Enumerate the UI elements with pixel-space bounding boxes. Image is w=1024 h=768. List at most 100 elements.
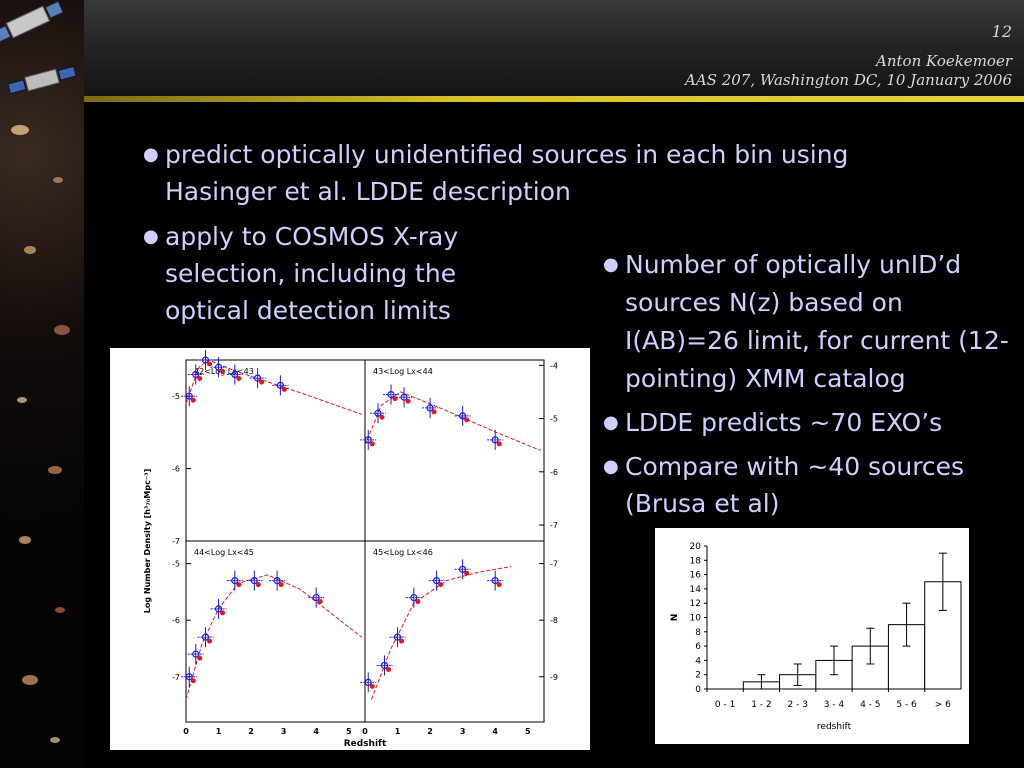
lf-x-tick-label: 5 — [346, 727, 352, 736]
lf-x-axis-label: Redshift — [344, 739, 387, 749]
lf-model-point — [405, 398, 411, 404]
lf-model-point — [438, 582, 444, 588]
lf-model-point — [255, 582, 261, 588]
lf-data-point — [400, 393, 408, 401]
lf-y-tick-label: -8 — [550, 616, 558, 625]
lf-model-point — [415, 599, 421, 605]
lf-data-point — [214, 363, 223, 371]
hist-x-tick-label: > 6 — [935, 700, 951, 710]
lf-y-tick-label: -6 — [550, 468, 558, 477]
hist-x-tick-label: 2 - 3 — [788, 700, 808, 710]
lf-x-tick-label: 4 — [492, 727, 498, 736]
lf-y-tick-label: -5 — [550, 415, 558, 424]
lf-model-point — [220, 610, 226, 616]
lf-panel-frame — [364, 540, 545, 723]
lf-model-point — [386, 666, 392, 672]
lf-data-point — [410, 593, 418, 602]
lf-y-tick-label: -7 — [172, 537, 180, 546]
lf-data-point — [491, 576, 499, 585]
lf-data-point — [192, 650, 200, 658]
lf-model-point — [317, 599, 323, 605]
lf-model-point — [369, 441, 375, 447]
bullet-text: LDDE predicts ~70 EXO’s — [625, 408, 943, 437]
hist-x-axis-label: redshift — [817, 722, 852, 732]
hist-y-tick-label: 16 — [690, 571, 702, 581]
hist-y-tick-label: 12 — [690, 599, 701, 609]
lf-model-curve — [364, 391, 541, 451]
lf-model-point — [190, 397, 196, 403]
bullet-text: predict optically unidentified sources i… — [165, 140, 849, 206]
lf-panel-frame — [185, 359, 366, 542]
lf-panel-label: 45<Log Lx<46 — [373, 548, 433, 557]
lf-y-tick-label: -7 — [550, 560, 558, 569]
bullet-predict: ● predict optically unidentified sources… — [143, 136, 945, 210]
redshift-histogram: 0 2 4 6 8 10 12 14 16 18 20 0 - 1 1 - 2 2 - 3 3 - 4 4 -… — [655, 528, 969, 744]
hist-y-tick-label: 10 — [690, 614, 702, 624]
lf-data-point — [185, 673, 193, 681]
lf-model-point — [399, 638, 405, 644]
histogram-chart: 0 2 4 6 8 10 12 14 16 18 20 0 - 1 1 - 2 2 - 3 3 - 4 4 -… — [670, 542, 962, 732]
lf-y-tick-label: -7 — [550, 521, 558, 530]
lf-x-tick-label: 2 — [427, 727, 433, 736]
lf-y-tick-label: -5 — [172, 560, 180, 569]
lf-y-tick-label: -4 — [550, 361, 558, 370]
lf-chart: 42<Log Lx<43-5-6-743<Log Lx<44-4-5-6-744… — [143, 350, 558, 749]
slide-number: 12 — [991, 22, 1012, 41]
lf-data-point — [185, 392, 193, 400]
hist-x-tick-label: 3 - 4 — [824, 700, 845, 710]
lf-y-tick-label: -7 — [172, 673, 180, 682]
hist-x-tick-label: 0 - 1 — [715, 700, 735, 710]
lf-model-point — [464, 417, 470, 423]
lf-model-point — [496, 582, 502, 588]
lf-panel-label: 44<Log Lx<45 — [194, 548, 254, 557]
hist-y-tick-label: 14 — [690, 585, 702, 595]
lf-model-point — [369, 683, 375, 689]
lf-x-tick-label: 1 — [216, 727, 222, 736]
lf-model-point — [197, 655, 203, 661]
lf-model-point — [190, 678, 196, 684]
event-line: AAS 207, Washington DC, 10 January 2006 — [684, 71, 1012, 89]
lf-model-point — [236, 582, 242, 588]
lf-model-point — [464, 570, 470, 576]
lf-data-point — [214, 605, 223, 613]
hubble-telescope-icon — [0, 0, 77, 743]
lf-data-point — [273, 576, 281, 585]
lf-x-tick-label: 1 — [395, 727, 401, 736]
lf-data-point — [231, 370, 239, 379]
lf-model-curve — [185, 574, 363, 700]
lf-model-point — [236, 375, 242, 381]
bullet-apply: ● apply to COSMOS X-ray selection, inclu… — [143, 218, 525, 329]
bullet-dot: ● — [603, 456, 619, 477]
bullet-dot: ● — [143, 226, 159, 247]
luminosity-function-figure: 42<Log Lx<43 -5 -6 -7 43<Log Lx<44 -4 -5 -6 -7 44… — [110, 348, 590, 750]
lf-model-point — [220, 368, 226, 374]
lf-x-tick-label: 0 — [362, 727, 368, 736]
bullet-number-unid: ● Number of optically unID’d sources N(z… — [603, 246, 1015, 398]
lf-model-curve — [371, 566, 512, 700]
lf-panel-frame — [364, 359, 545, 542]
lf-model-point — [431, 409, 437, 415]
lf-data-point — [364, 436, 372, 444]
lf-data-point — [201, 356, 210, 364]
lf-y-tick-label: -6 — [172, 616, 180, 625]
lf-data-point — [276, 381, 284, 389]
slide-header — [0, 0, 1024, 96]
hist-y-tick-label: 2 — [695, 671, 701, 681]
lf-x-tick-label: 0 — [183, 727, 189, 736]
lf-data-point — [250, 576, 258, 585]
lf-model-point — [207, 638, 213, 644]
lf-data-point — [201, 633, 210, 641]
header-rule — [82, 96, 1024, 102]
hist-x-tick-label: 4 - 5 — [860, 700, 880, 710]
lf-model-point — [278, 582, 284, 588]
lf-y-tick-label: -6 — [172, 465, 180, 474]
lf-x-tick-label: 2 — [248, 727, 254, 736]
lf-model-point — [259, 379, 265, 385]
lf-data-point — [192, 370, 200, 379]
hist-y-tick-label: 0 — [695, 685, 701, 695]
lf-x-tick-label: 3 — [460, 727, 466, 736]
lf-model-point — [207, 361, 213, 367]
bullet-dot: ● — [143, 144, 159, 165]
lf-model-point — [197, 375, 203, 381]
hist-y-axis-label: N — [670, 614, 680, 622]
